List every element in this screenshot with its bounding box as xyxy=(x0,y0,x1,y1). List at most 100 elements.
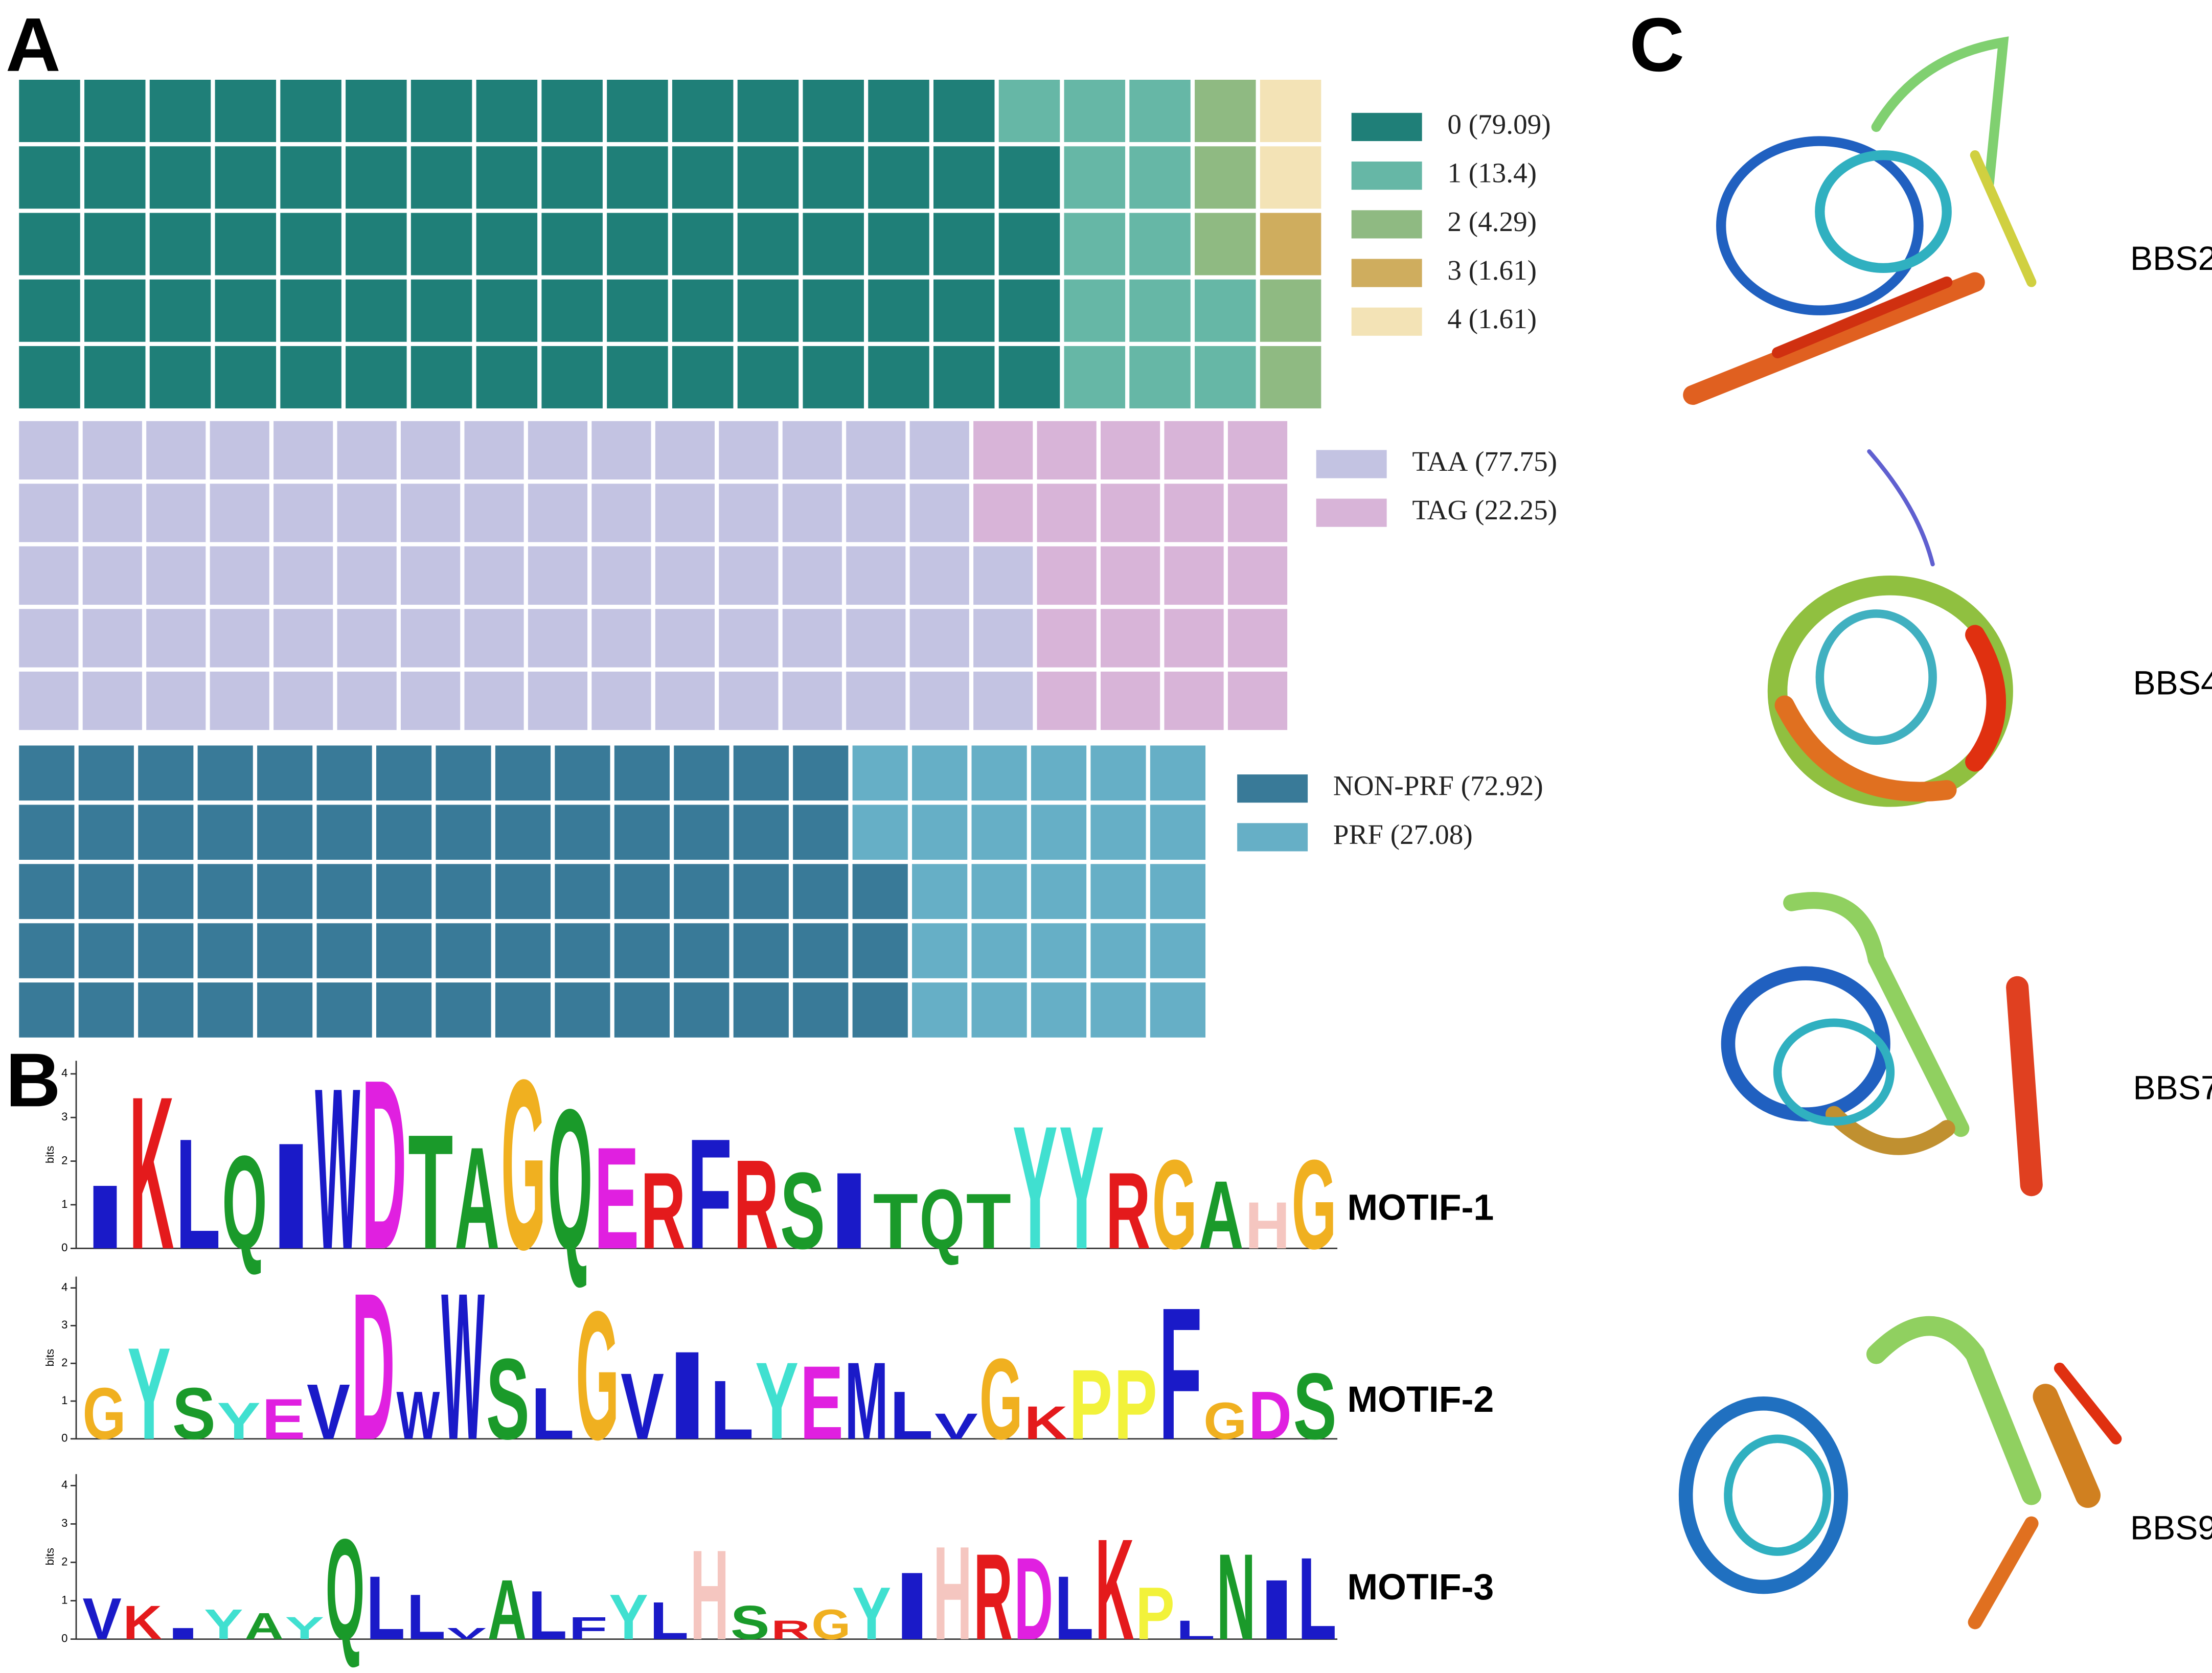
waffle-cell xyxy=(933,146,995,209)
waffle-cell xyxy=(1037,609,1097,668)
waffle-cell xyxy=(280,146,341,209)
waffle-cell xyxy=(1031,982,1087,1038)
waffle-cell xyxy=(316,805,372,860)
waffle-cell xyxy=(337,609,397,668)
waffle-cell xyxy=(1031,745,1087,801)
waffle-cell xyxy=(846,546,906,605)
waffle-cell xyxy=(555,745,610,801)
logo-letter: R xyxy=(771,1615,810,1645)
waffle-cell xyxy=(1090,805,1146,860)
waffle-cell xyxy=(316,864,372,919)
waffle-cell xyxy=(400,484,461,542)
waffle-cell xyxy=(146,484,206,542)
structure-label: BBS2 xyxy=(2130,240,2212,278)
logo-letter: M xyxy=(845,1339,888,1462)
waffle-cell xyxy=(1129,213,1191,276)
waffle-cell xyxy=(19,982,75,1038)
waffle-cell xyxy=(591,609,651,668)
waffle-cell xyxy=(210,609,269,668)
logo-letter: K xyxy=(1024,1396,1067,1449)
logo-letter: I xyxy=(164,1625,202,1643)
waffle-cell xyxy=(257,805,313,860)
logo-letter: H xyxy=(1245,1188,1290,1263)
waffle-cell xyxy=(138,805,194,860)
legend-swatch xyxy=(1351,162,1422,190)
waffle-cell xyxy=(733,805,789,860)
waffle-cell xyxy=(912,923,968,978)
logo-letter: V xyxy=(307,1368,350,1456)
waffle-cell xyxy=(973,609,1033,668)
structure-bbs4 xyxy=(1767,449,2013,807)
waffle-cell xyxy=(78,923,134,978)
legend-value: (1.61) xyxy=(1469,255,1537,286)
logo-letter: G xyxy=(501,1030,546,1300)
logo-letter: S xyxy=(486,1336,530,1464)
waffle-cell xyxy=(19,546,79,605)
logo-letter: P xyxy=(1135,1572,1174,1656)
waffle-cell xyxy=(1031,923,1087,978)
waffle-cell xyxy=(971,805,1027,860)
legend-swatch xyxy=(1237,774,1308,803)
waffle-cell xyxy=(376,864,432,919)
logo-letter: S xyxy=(172,1372,216,1454)
waffle-cell xyxy=(280,346,341,408)
waffle-cell xyxy=(1064,279,1126,342)
waffle-cell xyxy=(674,982,729,1038)
waffle-cell xyxy=(149,146,211,209)
logo-letter: Y xyxy=(852,1572,891,1656)
logo-letter: Y xyxy=(755,1339,799,1462)
waffle-cell xyxy=(495,805,551,860)
waffle-cell xyxy=(909,609,969,668)
logo-letter: I xyxy=(82,1166,127,1268)
waffle-cell xyxy=(273,421,333,480)
logo-letter: E xyxy=(800,1344,843,1461)
waffle-cell xyxy=(607,346,668,408)
waffle-cell xyxy=(1195,213,1256,276)
waffle-cell xyxy=(138,982,194,1038)
logo-letter: H xyxy=(690,1523,729,1666)
waffle-cell xyxy=(19,805,75,860)
waffle-cell xyxy=(909,671,969,730)
waffle-cell xyxy=(909,421,969,480)
waffle-cell xyxy=(215,346,277,408)
logo-letter: R xyxy=(641,1150,686,1272)
logo-letter: Y xyxy=(1059,1089,1104,1286)
waffle-cell xyxy=(82,484,142,542)
waffle-cell xyxy=(672,346,734,408)
waffle-cell xyxy=(868,213,929,276)
waffle-cell xyxy=(476,346,538,408)
logo-letter: L xyxy=(1176,1615,1215,1645)
y-tick-label: 3 xyxy=(61,1517,67,1529)
waffle-cell xyxy=(655,671,715,730)
waffle-cell xyxy=(19,346,80,408)
waffle-cell xyxy=(868,346,929,408)
logo-letter: V xyxy=(621,1354,664,1459)
waffle-cell xyxy=(1260,79,1321,142)
waffle-cell xyxy=(257,864,313,919)
waffle-cell xyxy=(1150,805,1206,860)
legend-label: 1 (13.4) xyxy=(1447,157,1537,188)
waffle-cell xyxy=(495,745,551,801)
waffle-cell xyxy=(376,923,432,978)
waffle-cell xyxy=(852,745,908,801)
waffle-cell xyxy=(1164,546,1224,605)
waffle-cell xyxy=(82,546,142,605)
logo-letter: F xyxy=(1159,1269,1202,1479)
y-tick-label: 0 xyxy=(61,1632,67,1645)
y-tick-label: 1 xyxy=(61,1394,67,1407)
waffle-cell xyxy=(555,923,610,978)
waffle-cell xyxy=(1164,421,1224,480)
waffle-cell xyxy=(149,213,211,276)
panel-label: C xyxy=(1629,2,1684,87)
waffle-cell xyxy=(82,671,142,730)
waffle-cell xyxy=(197,923,253,978)
waffle-cell xyxy=(464,546,524,605)
legend-name: TAA xyxy=(1412,446,1468,477)
waffle-cell xyxy=(655,484,715,542)
waffle-cell xyxy=(852,864,908,919)
waffle-cell xyxy=(1227,421,1288,480)
legend-name: 1 xyxy=(1447,157,1462,188)
logo-letter: K xyxy=(1095,1509,1134,1670)
waffle-cell xyxy=(607,213,668,276)
waffle-cell xyxy=(84,146,146,209)
